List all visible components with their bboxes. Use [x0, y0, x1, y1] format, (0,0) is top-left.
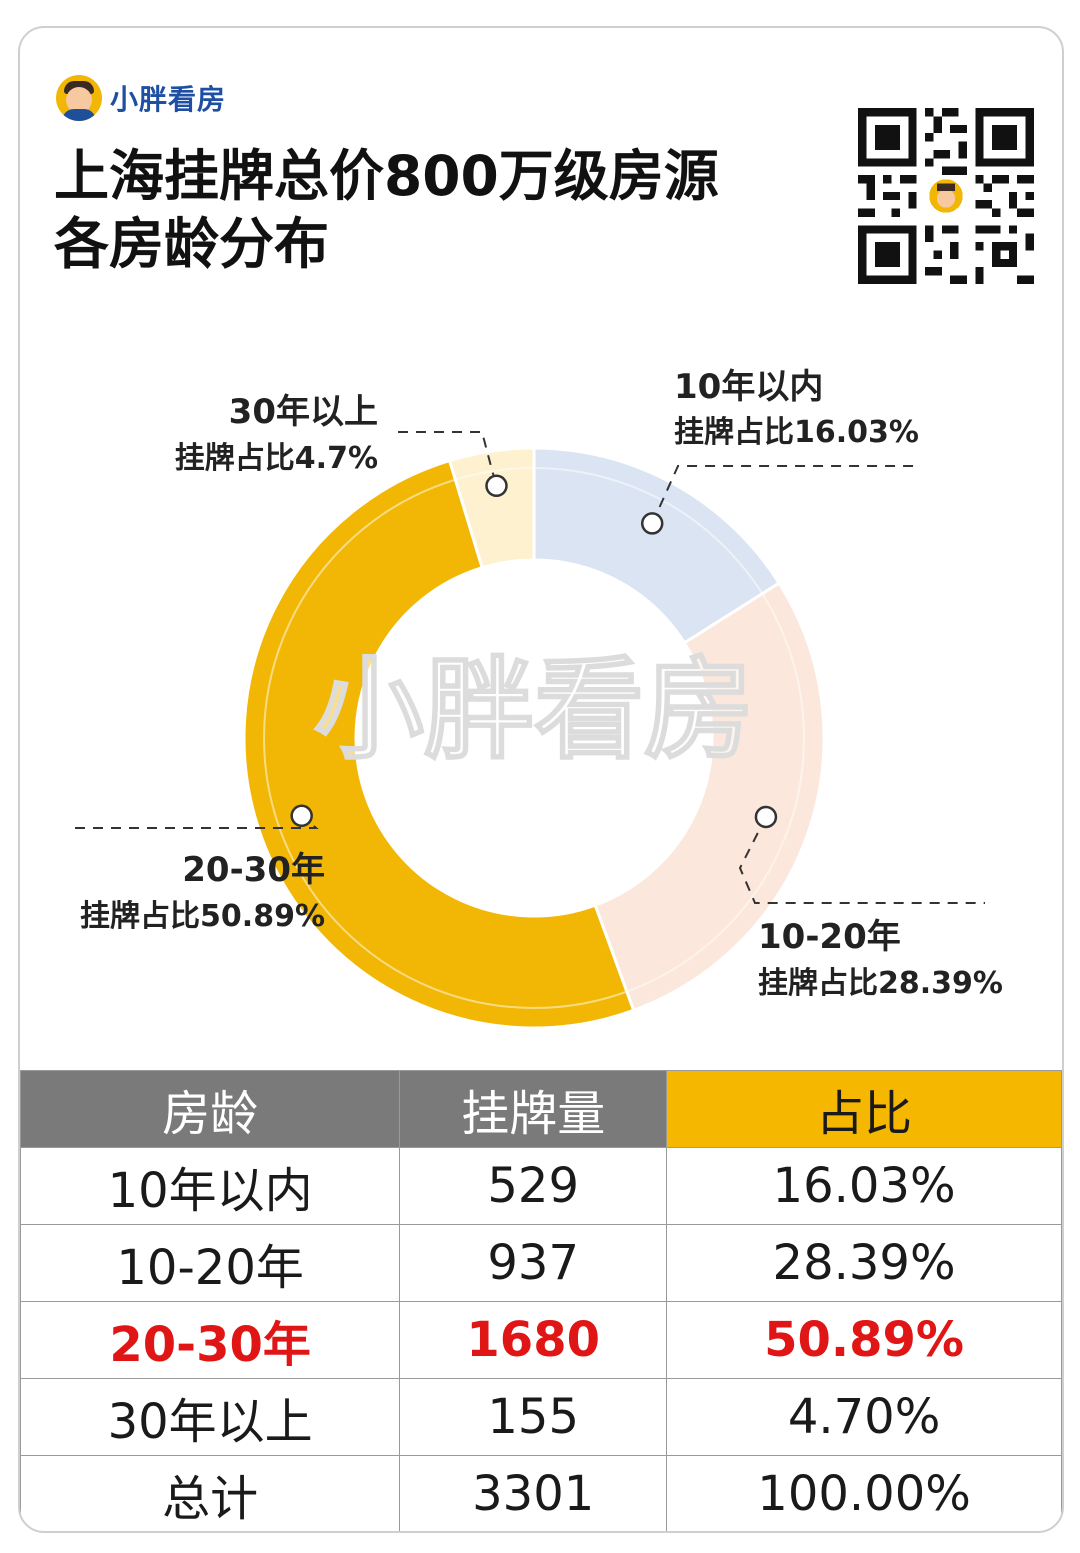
- callout-leader-line: [738, 816, 985, 904]
- title-line-1: 上海挂牌总价800万级房源: [54, 144, 719, 208]
- cell-share: 16.03%: [666, 1147, 1062, 1225]
- slice-value-label: 挂牌占比28.39%: [758, 966, 1003, 1001]
- cell-share: 28.39%: [666, 1224, 1062, 1302]
- avatar-icon: [56, 75, 102, 121]
- cell-share: 50.89%: [666, 1301, 1062, 1379]
- table-row-highlight: 20-30年 1680 50.89%: [20, 1301, 1062, 1379]
- table-row-total: 总计 3301 100.00%: [20, 1455, 1062, 1531]
- cell-count: 155: [399, 1378, 668, 1456]
- cell-age: 10年以内: [20, 1147, 401, 1225]
- slice-label: 10-20年: [758, 917, 901, 957]
- slice-value-label: 挂牌占比16.03%: [674, 415, 919, 450]
- cell-age: 10-20年: [20, 1224, 401, 1302]
- slice-20-30-years: [242, 458, 636, 1030]
- slice-label: 20-30年: [182, 850, 325, 890]
- qr-code-icon: [858, 108, 1034, 284]
- poster-card: 小胖看房 上海挂牌总价800万级房源 各房龄分布 小胖看房 10年以内挂牌占比1…: [18, 26, 1064, 1533]
- title-line-2: 各房龄分布: [54, 212, 330, 276]
- header-age: 房龄: [20, 1070, 401, 1148]
- brand-name: 小胖看房: [110, 83, 227, 116]
- table-header-row: 房龄 挂牌量 占比: [20, 1070, 1062, 1148]
- header-count: 挂牌量: [399, 1070, 668, 1148]
- slice-value-label: 挂牌占比4.7%: [175, 441, 378, 476]
- cell-age: 20-30年: [20, 1301, 401, 1379]
- inner-ring: [263, 467, 805, 1009]
- watermark-text: 小胖看房: [314, 646, 754, 774]
- callout-leader-line: [651, 465, 920, 524]
- slice-label: 10年以内: [674, 367, 823, 407]
- cell-age: 30年以上: [20, 1378, 401, 1456]
- callout-marker: [290, 804, 313, 828]
- slice-over-30-years: [447, 446, 536, 570]
- cell-share: 100.00%: [666, 1455, 1062, 1531]
- callout-marker: [640, 512, 664, 535]
- slice-value-label: 挂牌占比50.89%: [80, 899, 325, 934]
- header-share: 占比: [666, 1070, 1062, 1148]
- data-table: 房龄 挂牌量 占比 10年以内 529 16.03% 10-20年 937 28…: [20, 1070, 1062, 1531]
- slice-label: 30年以上: [229, 392, 378, 432]
- table-row: 10年以内 529 16.03%: [20, 1147, 1062, 1225]
- cell-count: 1680: [399, 1301, 668, 1379]
- cell-count: 937: [399, 1224, 668, 1302]
- callout-marker: [485, 474, 508, 498]
- table-row: 10-20年 937 28.39%: [20, 1224, 1062, 1302]
- cell-share: 4.70%: [666, 1378, 1062, 1456]
- callout-marker: [754, 805, 778, 829]
- page-title: 上海挂牌总价800万级房源 各房龄分布: [54, 142, 834, 278]
- slice-10-20-years: [593, 580, 826, 1013]
- cell-count: 529: [399, 1147, 668, 1225]
- brand: 小胖看房: [56, 74, 226, 122]
- cell-count: 3301: [399, 1455, 668, 1531]
- table-row: 30年以上 155 4.70%: [20, 1378, 1062, 1456]
- cell-age: 总计: [20, 1455, 401, 1531]
